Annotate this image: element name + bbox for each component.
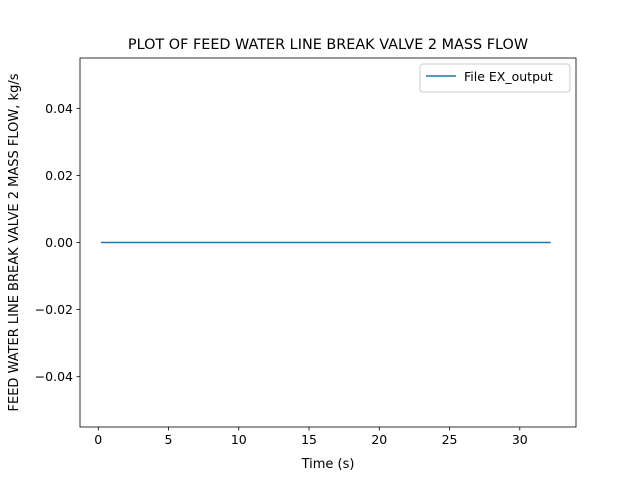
x-tick-label: 10 [231,432,247,447]
x-tick-label: 30 [512,432,528,447]
y-tick-label: 0.04 [45,101,73,116]
x-tick-label: 15 [301,432,317,447]
y-tick-label: 0.00 [45,235,73,250]
y-tick-label: −0.04 [35,369,73,384]
chart-title: PLOT OF FEED WATER LINE BREAK VALVE 2 MA… [128,37,528,53]
legend: File EX_output [419,63,571,93]
legend-entry-label: File EX_output [464,69,553,84]
x-tick-label: 5 [165,432,173,447]
x-axis-ticks: 0 5 10 15 20 25 30 [94,427,528,447]
legend-box [419,63,571,93]
x-tick-label: 0 [94,432,102,447]
y-axis-ticks: −0.04 −0.02 0.00 0.02 0.04 [35,101,80,384]
x-tick-label: 20 [371,432,387,447]
x-axis-label: Time (s) [301,457,355,472]
y-tick-label: 0.02 [45,168,73,183]
y-tick-label: −0.02 [35,302,73,317]
y-axis-label: FEED WATER LINE BREAK VALVE 2 MASS FLOW,… [7,73,22,411]
x-tick-label: 25 [442,432,458,447]
